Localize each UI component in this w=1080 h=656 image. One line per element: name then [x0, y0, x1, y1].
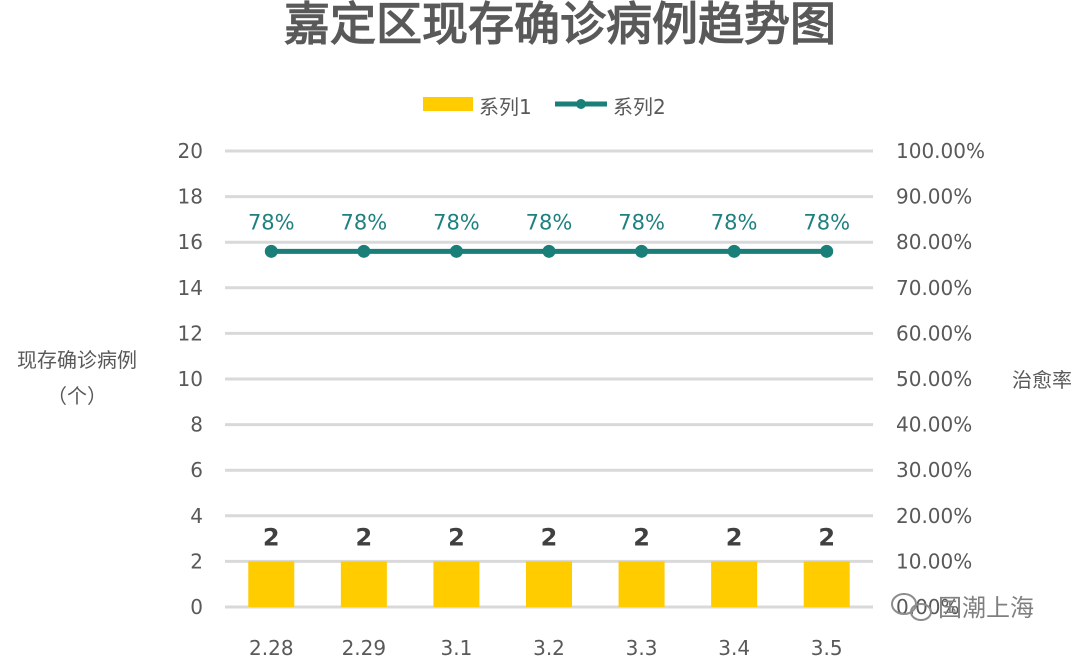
- bar: [711, 561, 758, 607]
- bar-series: [248, 561, 850, 607]
- legend: 系列1 系列2: [423, 95, 666, 119]
- bar-label: 2: [541, 523, 558, 551]
- bar: [248, 561, 295, 607]
- gridlines: [225, 149, 873, 609]
- right-tick-label: 70.00%: [896, 276, 972, 300]
- line-series: [264, 244, 834, 258]
- left-tick-label: 8: [190, 413, 203, 437]
- left-tick-label: 2: [190, 549, 203, 573]
- line-point: [264, 244, 278, 258]
- legend-label-series1: 系列1: [479, 95, 532, 119]
- x-tick-label: 2.28: [249, 636, 294, 656]
- line-point: [542, 244, 556, 258]
- bar: [803, 561, 850, 607]
- line-point: [357, 244, 371, 258]
- bar-label: 2: [818, 523, 835, 551]
- line-point: [449, 244, 463, 258]
- bar: [340, 561, 387, 607]
- left-axis-ticks: 0 2 4 6 8 10 12 14 16 18 20: [178, 139, 203, 619]
- legend-swatch-series1: [423, 97, 473, 111]
- left-tick-label: 18: [178, 185, 203, 209]
- line-data-labels: 78% 78% 78% 78% 78% 78% 78%: [248, 210, 850, 234]
- left-tick-label: 14: [178, 276, 203, 300]
- line-point-label: 78%: [341, 210, 388, 234]
- left-tick-label: 0: [190, 595, 203, 619]
- bar: [433, 561, 480, 607]
- right-axis-ticks: 0.00%10.00%20.00%30.00%40.00%50.00%60.00…: [896, 139, 985, 619]
- right-tick-label: 60.00%: [896, 321, 972, 345]
- left-axis-title-line2: （个）: [47, 384, 107, 408]
- wechat-icon: [891, 593, 932, 621]
- line-point-label: 78%: [526, 210, 573, 234]
- bar-data-labels: 2 2 2 2 2 2 2: [263, 523, 835, 551]
- bar-label: 2: [726, 523, 743, 551]
- x-tick-label: 3.4: [718, 636, 750, 656]
- line-point-label: 78%: [618, 210, 665, 234]
- left-tick-label: 16: [178, 230, 203, 254]
- line-point-label: 78%: [711, 210, 758, 234]
- right-tick-label: 90.00%: [896, 185, 972, 209]
- chart-title: 嘉定区现存确诊病例趋势图: [284, 0, 836, 51]
- line-point: [727, 244, 741, 258]
- right-tick-label: 10.00%: [896, 549, 972, 573]
- line-point-label: 78%: [433, 210, 480, 234]
- bar-label: 2: [263, 523, 280, 551]
- bar: [526, 561, 572, 607]
- left-tick-label: 20: [178, 139, 203, 163]
- line-point: [820, 244, 834, 258]
- legend-marker-series2: [576, 99, 586, 109]
- left-tick-label: 6: [190, 458, 203, 482]
- x-tick-label: 3.3: [626, 636, 658, 656]
- line-point: [635, 244, 649, 258]
- bar-label: 2: [356, 523, 373, 551]
- bar-label: 2: [448, 523, 465, 551]
- line-point-label: 78%: [803, 210, 850, 234]
- right-axis-title: 治愈率: [1012, 368, 1072, 392]
- right-tick-label: 30.00%: [896, 458, 972, 482]
- left-axis-title-line1: 现存确诊病例: [17, 348, 137, 372]
- x-axis-ticks: 2.28 2.29 3.1 3.2 3.3 3.4 3.5: [249, 636, 843, 656]
- left-tick-label: 12: [178, 321, 203, 345]
- x-tick-label: 3.2: [533, 636, 565, 656]
- watermark: 国潮上海: [891, 593, 1034, 622]
- right-tick-label: 100.00%: [896, 139, 985, 163]
- right-tick-label: 50.00%: [896, 367, 972, 391]
- legend-label-series2: 系列2: [613, 95, 666, 119]
- line-point-label: 78%: [248, 210, 295, 234]
- right-tick-label: 80.00%: [896, 230, 972, 254]
- bar: [618, 561, 665, 607]
- left-tick-label: 10: [178, 367, 203, 391]
- right-tick-label: 40.00%: [896, 413, 972, 437]
- x-tick-label: 2.29: [342, 636, 387, 656]
- x-tick-label: 3.5: [811, 636, 843, 656]
- watermark-text: 国潮上海: [938, 594, 1034, 622]
- x-tick-label: 3.1: [441, 636, 473, 656]
- bar-label: 2: [633, 523, 650, 551]
- left-tick-label: 4: [190, 504, 203, 528]
- right-tick-label: 20.00%: [896, 504, 972, 528]
